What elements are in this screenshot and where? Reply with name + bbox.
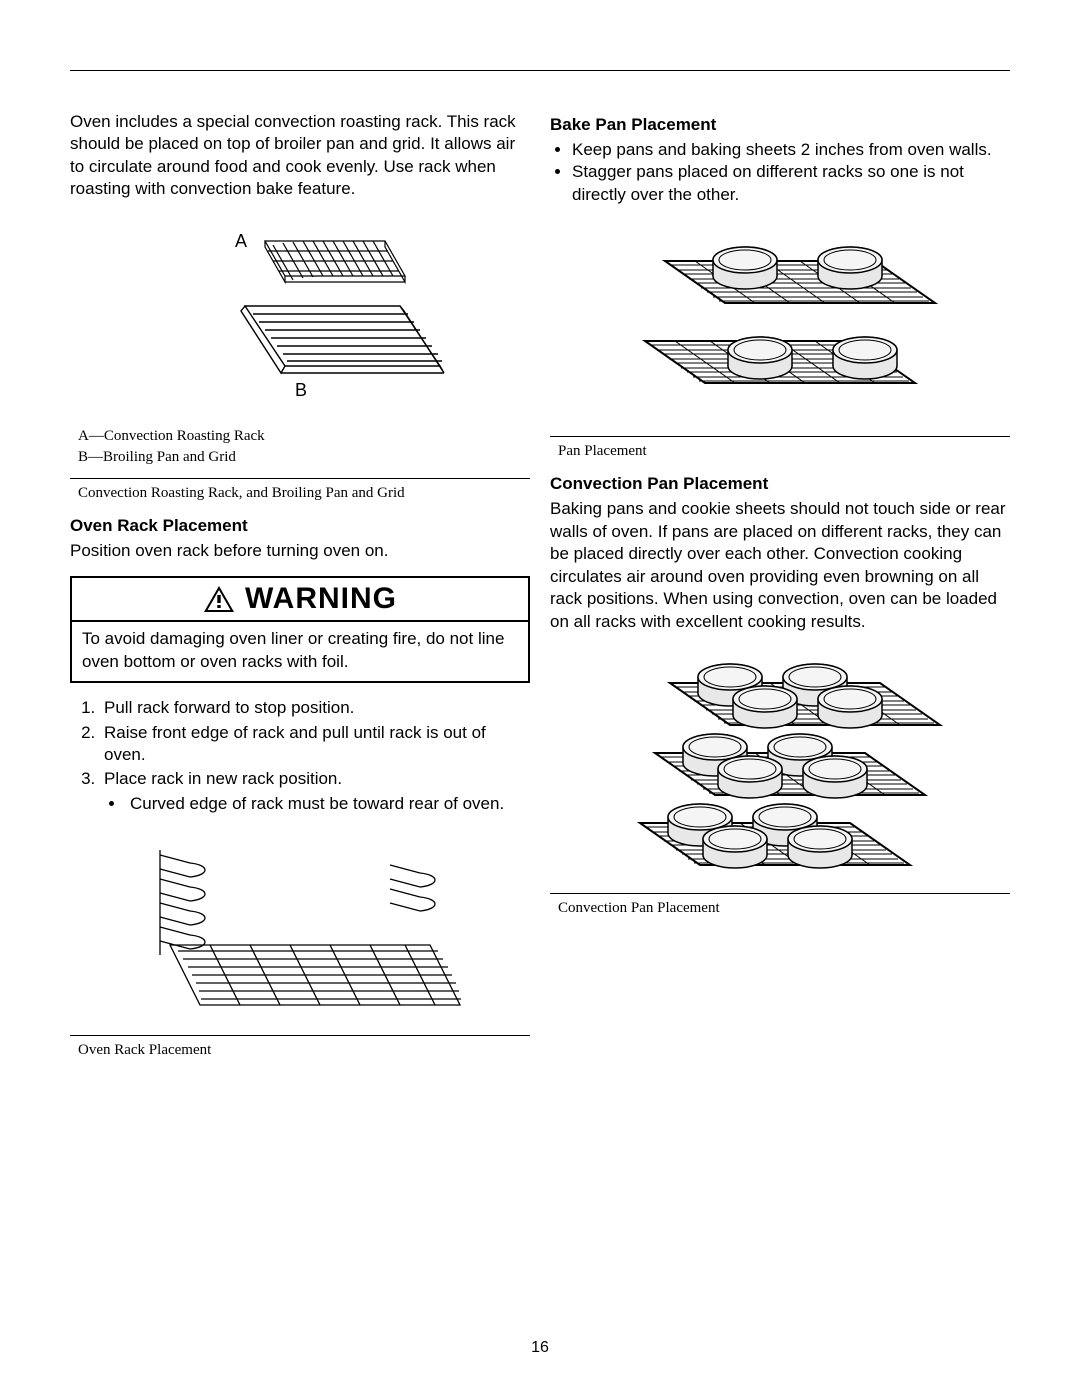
legend-b: B—Broiling Pan and Grid <box>78 447 530 468</box>
figure-rule <box>70 478 530 479</box>
two-column-layout: Oven includes a special convection roast… <box>70 111 1010 1073</box>
intro-paragraph: Oven includes a special convection roast… <box>70 111 530 201</box>
step-3-bullet: Curved edge of rack must be toward rear … <box>126 793 530 815</box>
rack-steps-list: Pull rack forward to stop position. Rais… <box>100 697 530 815</box>
step-3: Place rack in new rack position. Curved … <box>100 768 530 815</box>
figure4-rule <box>550 893 1010 894</box>
figure-roasting-rack: A B A—Convection Roasting Rack B—Broilin… <box>70 221 530 502</box>
step-2: Raise front edge of rack and pull until … <box>100 722 530 767</box>
oven-rack-heading: Oven Rack Placement <box>70 516 530 536</box>
figure-legend: A—Convection Roasting Rack B—Broiling Pa… <box>78 426 530 468</box>
bake-bullets: Keep pans and baking sheets 2 inches fro… <box>572 139 1010 206</box>
left-column: Oven includes a special convection roast… <box>70 111 530 1073</box>
step-1: Pull rack forward to stop position. <box>100 697 530 719</box>
bake-bullet-2: Stagger pans placed on different racks s… <box>572 161 1010 206</box>
figure-oven-rack-placement: Oven Rack Placement <box>70 835 530 1059</box>
warning-box: WARNING To avoid damaging oven liner or … <box>70 576 530 683</box>
figure2-caption: Oven Rack Placement <box>78 1042 530 1059</box>
oven-rack-para: Position oven rack before turning oven o… <box>70 540 530 562</box>
roasting-rack-illustration: A B <box>135 221 465 416</box>
figure1-caption: Convection Roasting Rack, and Broiling P… <box>78 485 530 502</box>
label-a: A <box>235 231 247 251</box>
step-3-text: Place rack in new rack position. <box>104 769 342 788</box>
oven-rack-illustration <box>130 835 470 1025</box>
page-top-rule <box>70 70 1010 71</box>
bake-pan-heading: Bake Pan Placement <box>550 115 1010 135</box>
figure-pan-placement: Pan Placement <box>550 226 1010 460</box>
right-column: Bake Pan Placement Keep pans and baking … <box>550 111 1010 1073</box>
figure2-rule <box>70 1035 530 1036</box>
convection-para: Baking pans and cookie sheets should not… <box>550 498 1010 633</box>
warning-body: To avoid damaging oven liner or creating… <box>72 622 528 681</box>
figure3-caption: Pan Placement <box>558 443 1010 460</box>
legend-a: A—Convection Roasting Rack <box>78 426 530 447</box>
figure-convection-placement: Convection Pan Placement <box>550 653 1010 917</box>
pan-placement-illustration <box>615 226 945 426</box>
bake-bullet-1: Keep pans and baking sheets 2 inches fro… <box>572 139 1010 161</box>
convection-placement-illustration <box>615 653 945 883</box>
warning-label: WARNING <box>245 582 397 616</box>
page-number: 16 <box>0 1339 1080 1357</box>
label-b: B <box>295 380 307 400</box>
convection-heading: Convection Pan Placement <box>550 474 1010 494</box>
warning-header: WARNING <box>72 578 528 622</box>
figure3-rule <box>550 436 1010 437</box>
figure4-caption: Convection Pan Placement <box>558 900 1010 917</box>
warning-icon <box>203 585 235 613</box>
